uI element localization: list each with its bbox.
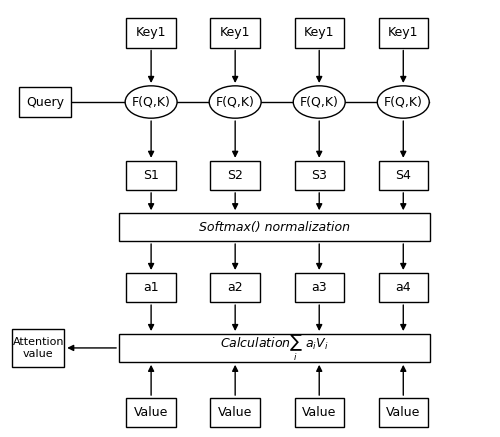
Text: F(Q,K): F(Q,K)	[132, 96, 170, 108]
FancyBboxPatch shape	[126, 398, 176, 427]
Text: Softmax() normalization: Softmax() normalization	[199, 221, 350, 234]
Text: S2: S2	[227, 169, 243, 182]
Text: a2: a2	[228, 281, 243, 294]
FancyBboxPatch shape	[378, 18, 428, 48]
Text: Value: Value	[302, 406, 336, 419]
FancyBboxPatch shape	[126, 18, 176, 48]
Ellipse shape	[378, 86, 429, 118]
Text: a4: a4	[396, 281, 411, 294]
FancyBboxPatch shape	[378, 398, 428, 427]
FancyBboxPatch shape	[378, 273, 428, 302]
Text: Key1: Key1	[304, 27, 334, 39]
Text: $\it{Calculation}$$\sum_{i}\ a_{i}V_{i}$: $\it{Calculation}$$\sum_{i}\ a_{i}V_{i}$	[220, 333, 329, 363]
FancyBboxPatch shape	[210, 18, 260, 48]
Text: F(Q,K): F(Q,K)	[300, 96, 339, 108]
Text: S1: S1	[143, 169, 159, 182]
Text: Query: Query	[26, 96, 64, 108]
FancyBboxPatch shape	[119, 213, 430, 241]
Text: S3: S3	[312, 169, 327, 182]
Ellipse shape	[125, 86, 177, 118]
Text: Key1: Key1	[388, 27, 418, 39]
FancyBboxPatch shape	[210, 273, 260, 302]
Ellipse shape	[209, 86, 261, 118]
Text: F(Q,K): F(Q,K)	[384, 96, 422, 108]
FancyBboxPatch shape	[126, 161, 176, 190]
Text: Key1: Key1	[136, 27, 166, 39]
FancyBboxPatch shape	[210, 398, 260, 427]
FancyBboxPatch shape	[12, 329, 64, 368]
FancyBboxPatch shape	[294, 18, 344, 48]
FancyBboxPatch shape	[210, 161, 260, 190]
FancyBboxPatch shape	[378, 161, 428, 190]
FancyBboxPatch shape	[19, 87, 71, 117]
Text: Value: Value	[386, 406, 420, 419]
Ellipse shape	[294, 86, 345, 118]
Text: a1: a1	[144, 281, 159, 294]
FancyBboxPatch shape	[294, 398, 344, 427]
Text: Attention
value: Attention value	[12, 337, 64, 359]
FancyBboxPatch shape	[119, 334, 430, 362]
FancyBboxPatch shape	[294, 161, 344, 190]
Text: Key1: Key1	[220, 27, 250, 39]
Text: Value: Value	[134, 406, 168, 419]
FancyBboxPatch shape	[294, 273, 344, 302]
Text: F(Q,K): F(Q,K)	[216, 96, 254, 108]
FancyBboxPatch shape	[126, 273, 176, 302]
Text: S4: S4	[396, 169, 411, 182]
Text: a3: a3	[312, 281, 327, 294]
Text: Value: Value	[218, 406, 252, 419]
